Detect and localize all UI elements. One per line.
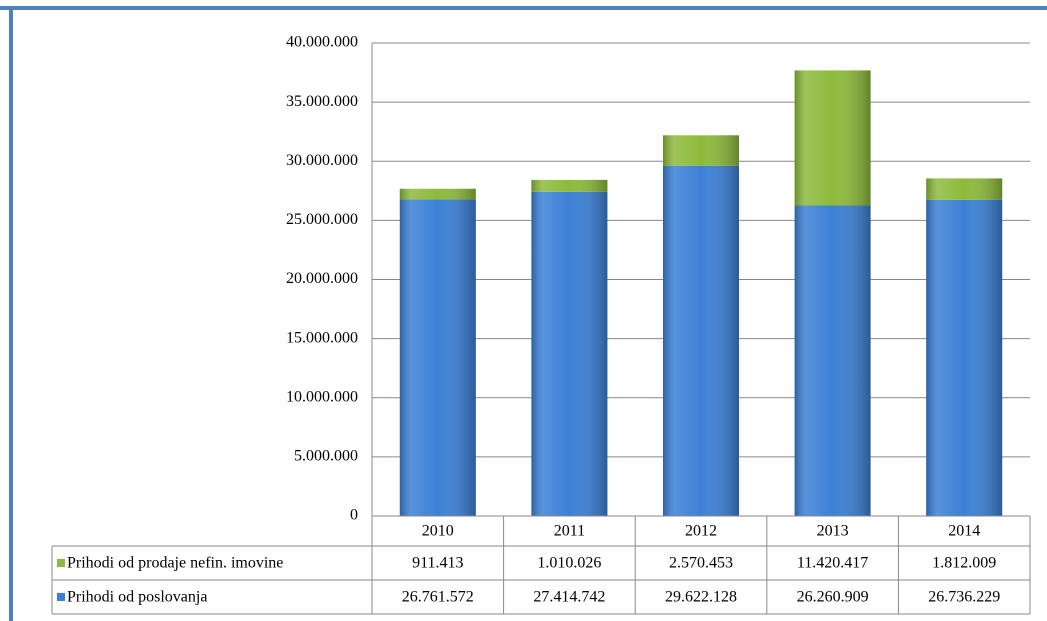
data-label: 27.414.742 — [533, 589, 605, 606]
y-tick-label: 40.000.000 — [286, 34, 358, 51]
y-tick-label: 5.000.000 — [294, 448, 358, 465]
bar-shade — [794, 70, 871, 206]
data-label: 911.413 — [412, 555, 463, 572]
bar-shade — [663, 135, 739, 166]
legend-label: Prihodi od poslovanja — [67, 589, 207, 606]
bar-shade — [531, 191, 608, 516]
bar-shade — [926, 199, 1003, 516]
x-tick-label: 2011 — [554, 523, 585, 540]
y-tick-label: 35.000.000 — [286, 93, 358, 110]
legend-marker — [57, 559, 65, 567]
y-tick-label: 20.000.000 — [286, 270, 358, 287]
data-label: 29.622.128 — [665, 589, 737, 606]
y-tick-label: 25.000.000 — [286, 211, 358, 228]
legend-marker — [57, 593, 65, 601]
data-label: 11.420.417 — [797, 555, 868, 572]
bar-shade — [926, 178, 1003, 200]
y-tick-label: 30.000.000 — [286, 152, 358, 169]
data-label: 1.812.009 — [932, 555, 996, 572]
data-label: 26.260.909 — [797, 589, 869, 606]
bar-shade — [794, 205, 871, 516]
bar-shade — [531, 179, 608, 192]
x-tick-label: 2013 — [817, 523, 849, 540]
bar-shade — [663, 165, 739, 517]
x-tick-label: 2012 — [685, 523, 717, 540]
bar-shade — [399, 199, 476, 516]
bar-shade — [399, 188, 476, 200]
legend-label: Prihodi od prodaje nefin. imovine — [67, 555, 283, 572]
y-tick-label: 0 — [350, 507, 358, 524]
data-label: 26.761.572 — [402, 589, 474, 606]
frame-left — [9, 6, 13, 621]
x-tick-label: 2010 — [422, 523, 454, 540]
data-label: 2.570.453 — [669, 555, 733, 572]
frame-top — [0, 6, 1047, 10]
y-tick-label: 15.000.000 — [286, 329, 358, 346]
data-label: 1.010.026 — [537, 555, 601, 572]
x-tick-label: 2014 — [948, 523, 980, 540]
data-label: 26.736.229 — [928, 589, 1000, 606]
y-tick-label: 10.000.000 — [286, 388, 358, 405]
